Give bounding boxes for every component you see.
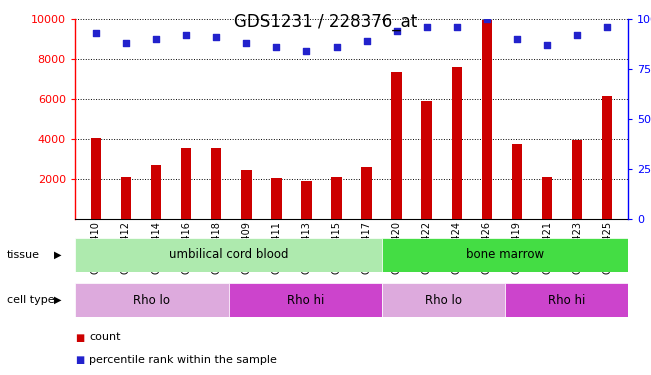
Point: [391, 28, 402, 34]
Bar: [512, 144, 522, 219]
Text: GDS1231 / 228376_at: GDS1231 / 228376_at: [234, 13, 417, 31]
Text: ▶: ▶: [54, 295, 62, 305]
Bar: [382, 238, 628, 272]
Bar: [75, 283, 229, 317]
Bar: [361, 167, 372, 219]
Point: [90, 30, 101, 36]
Text: ▶: ▶: [54, 250, 62, 260]
Bar: [271, 178, 282, 219]
Bar: [151, 165, 161, 219]
Bar: [602, 96, 613, 219]
Bar: [90, 138, 101, 219]
Text: Rho lo: Rho lo: [425, 294, 462, 306]
Text: Rho hi: Rho hi: [548, 294, 585, 306]
Point: [331, 44, 342, 50]
Point: [301, 48, 312, 54]
Point: [121, 40, 132, 46]
Bar: [505, 283, 628, 317]
Text: percentile rank within the sample: percentile rank within the sample: [89, 355, 277, 365]
Bar: [572, 140, 583, 219]
Point: [572, 32, 582, 38]
Text: Rho hi: Rho hi: [286, 294, 324, 306]
Text: umbilical cord blood: umbilical cord blood: [169, 249, 288, 261]
Text: ■: ■: [75, 355, 84, 365]
Bar: [482, 20, 492, 219]
Bar: [181, 148, 191, 219]
Point: [181, 32, 191, 38]
Point: [271, 44, 282, 50]
Text: ■: ■: [75, 333, 84, 342]
Text: count: count: [89, 333, 120, 342]
Text: Rho lo: Rho lo: [133, 294, 170, 306]
Text: bone marrow: bone marrow: [466, 249, 544, 261]
Bar: [391, 72, 402, 219]
Bar: [382, 283, 505, 317]
Bar: [452, 67, 462, 219]
Bar: [421, 101, 432, 219]
Bar: [120, 177, 132, 219]
Point: [151, 36, 161, 42]
Point: [211, 34, 221, 40]
Point: [542, 42, 552, 48]
Point: [452, 24, 462, 30]
Bar: [241, 170, 251, 219]
Text: tissue: tissue: [7, 250, 40, 260]
Bar: [331, 177, 342, 219]
Bar: [229, 283, 382, 317]
Bar: [301, 181, 312, 219]
Point: [602, 24, 613, 30]
Bar: [542, 177, 552, 219]
Point: [361, 38, 372, 44]
Bar: [75, 238, 382, 272]
Point: [512, 36, 522, 42]
Point: [482, 16, 492, 22]
Bar: [211, 148, 221, 219]
Text: cell type: cell type: [7, 295, 54, 305]
Point: [421, 24, 432, 30]
Point: [241, 40, 251, 46]
